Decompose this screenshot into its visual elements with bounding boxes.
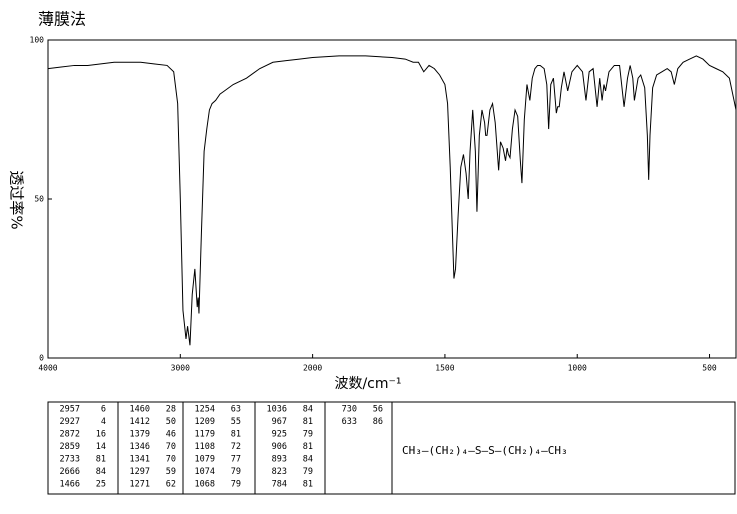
peak-transmittance: 72 [231,442,241,452]
structure-formula: CH₃—(CH₂)₄—S—S—(CH₂)₄—CH₃ [402,444,568,457]
peak-wavenumber: 1036 [267,405,287,415]
peak-wavenumber: 1209 [195,417,215,427]
peak-transmittance: 84 [96,467,106,477]
x-tick-label: 1500 [435,364,454,373]
peak-transmittance: 63 [231,405,241,415]
peak-wavenumber: 1068 [195,480,215,490]
peak-wavenumber: 2859 [60,442,80,452]
plot-frame [47,39,737,359]
peak-transmittance: 28 [166,405,176,415]
peak-transmittance: 81 [231,430,241,440]
peak-wavenumber: 1341 [130,455,150,465]
peak-transmittance: 55 [231,417,241,427]
peak-transmittance: 79 [231,467,241,477]
peak-wavenumber: 893 [272,455,287,465]
peak-transmittance: 16 [96,430,106,440]
peak-transmittance: 56 [373,405,383,415]
peak-wavenumber: 2733 [60,455,80,465]
peak-transmittance: 50 [166,417,176,427]
peak-wavenumber: 906 [272,442,287,452]
peak-transmittance: 62 [166,480,176,490]
y-tick-label: 0 [39,354,44,363]
peak-transmittance: 6 [101,405,106,415]
peak-wavenumber: 2927 [60,417,80,427]
peak-transmittance: 81 [96,455,106,465]
peak-transmittance: 77 [231,455,241,465]
peak-wavenumber: 2666 [60,467,80,477]
y-tick-label: 50 [34,195,44,204]
peak-transmittance: 25 [96,480,106,490]
peak-wavenumber: 1254 [195,405,215,415]
peak-transmittance: 79 [231,480,241,490]
x-tick-label: 500 [702,364,717,373]
peak-transmittance: 4 [101,417,106,427]
peak-wavenumber: 1179 [195,430,215,440]
x-tick-label: 3000 [171,364,190,373]
spectrum-line [47,55,737,346]
x-tick-label: 2000 [303,364,322,373]
x-tick-label: 4000 [38,364,57,373]
peak-transmittance: 81 [303,417,313,427]
peak-transmittance: 84 [303,455,313,465]
peak-transmittance: 79 [303,467,313,477]
y-axis-label: 透过率% [8,170,26,229]
peak-wavenumber: 823 [272,467,287,477]
chart-title: 薄膜法 [38,10,86,29]
peak-wavenumber: 1460 [130,405,150,415]
peak-wavenumber: 1271 [130,480,150,490]
peak-wavenumber: 967 [272,417,287,427]
peak-wavenumber: 1297 [130,467,150,477]
peak-wavenumber: 1346 [130,442,150,452]
peak-transmittance: 59 [166,467,176,477]
peak-transmittance: 81 [303,442,313,452]
peak-wavenumber: 1074 [195,467,215,477]
peak-wavenumber: 730 [342,405,357,415]
peak-transmittance: 46 [166,430,176,440]
peak-transmittance: 81 [303,480,313,490]
peak-wavenumber: 1108 [195,442,215,452]
peak-wavenumber: 1412 [130,417,150,427]
peak-wavenumber: 925 [272,430,287,440]
peak-transmittance: 70 [166,455,176,465]
peak-wavenumber: 2957 [60,405,80,415]
peak-wavenumber: 2872 [60,430,80,440]
peak-wavenumber: 1379 [130,430,150,440]
peak-transmittance: 14 [96,442,106,452]
y-tick-label: 100 [30,36,45,45]
x-tick-label: 1000 [568,364,587,373]
peak-wavenumber: 1466 [60,480,80,490]
peak-transmittance: 86 [373,417,383,427]
x-axis-label: 波数/cm⁻¹ [334,376,401,392]
peak-transmittance: 70 [166,442,176,452]
peak-wavenumber: 633 [342,417,357,427]
peak-wavenumber: 1079 [195,455,215,465]
peak-transmittance: 79 [303,430,313,440]
peak-wavenumber: 784 [272,480,287,490]
peak-transmittance: 84 [303,405,313,415]
